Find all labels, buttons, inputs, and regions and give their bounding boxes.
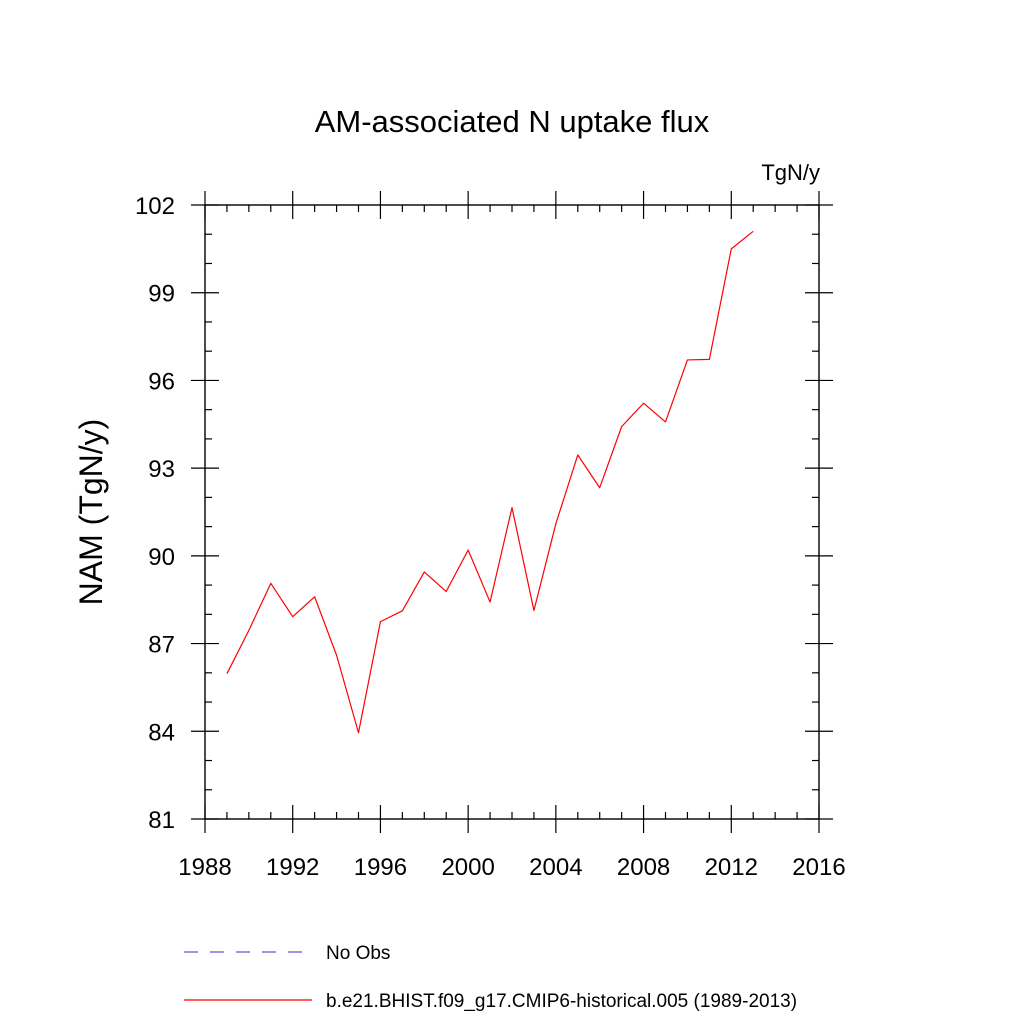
y-tick-label: 81 <box>148 807 175 834</box>
y-tick-label: 96 <box>148 368 175 395</box>
x-tick-label: 1988 <box>178 854 231 881</box>
y-tick-label: 84 <box>148 719 175 746</box>
series-layer <box>226 230 754 734</box>
y-axis-label: NAM (TgN/y) <box>73 419 109 606</box>
x-tick-label: 2012 <box>705 854 758 881</box>
axis-ticks: 1988 1992 1996 2000 2004 2008 2012 2016 81 84 87 90… <box>135 191 846 881</box>
units-label: TgN/y <box>761 160 820 185</box>
y-tick-label: 90 <box>148 544 175 571</box>
x-tick-label: 1992 <box>266 854 319 881</box>
x-tick-label: 2008 <box>617 854 670 881</box>
y-tick-label: 93 <box>148 456 175 483</box>
x-tick-label: 2016 <box>792 854 845 881</box>
y-tick-label: 99 <box>148 281 175 308</box>
series-line <box>226 230 754 734</box>
x-tick-label: 2004 <box>529 854 582 881</box>
plot-frame <box>204 204 820 820</box>
x-tick-label: 1996 <box>354 854 407 881</box>
chart-title: AM-associated N uptake flux <box>315 104 710 139</box>
legend: No Obs b.e21.BHIST.f09_g17.CMIP6-historic… <box>184 943 797 1012</box>
y-tick-label: 102 <box>135 193 175 220</box>
legend-label: No Obs <box>326 943 390 964</box>
legend-label: b.e21.BHIST.f09_g17.CMIP6-historical.005… <box>326 991 797 1012</box>
x-tick-label: 2000 <box>441 854 494 881</box>
y-tick-label: 87 <box>148 632 175 659</box>
